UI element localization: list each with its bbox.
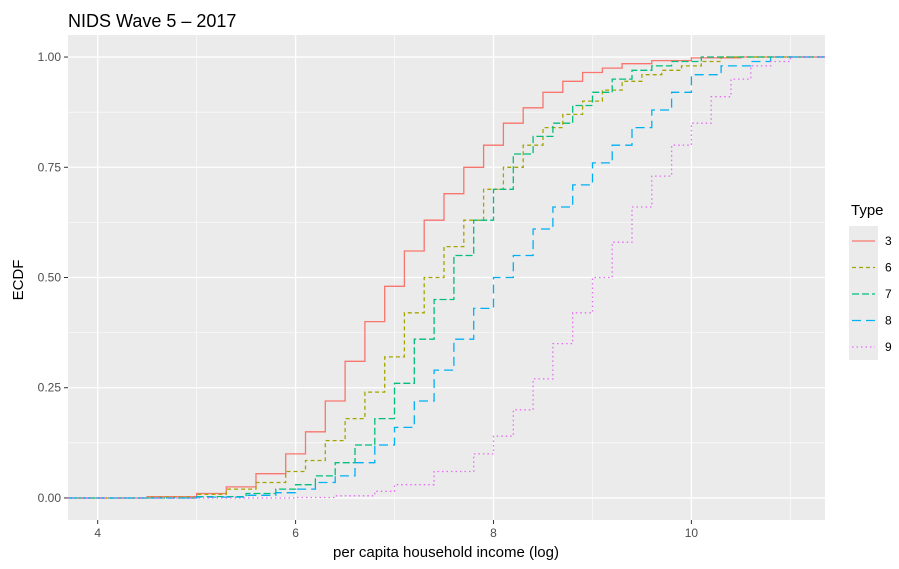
x-tick-label: 6 [292,526,299,540]
series-line-3 [68,56,825,499]
y-tick-label: 0.50 [38,271,62,285]
legend-title: Type [851,202,884,219]
x-axis-title: per capita household income (log) [333,544,559,561]
x-tick-label: 8 [490,526,497,540]
legend: Type 3 6 7 8 9 [849,202,892,360]
x-tick-label: 4 [94,526,101,540]
y-axis-title: ECDF [10,260,27,301]
legend-label-9: 9 [885,340,892,354]
x-tick-label: 10 [685,526,699,540]
series-line-7 [68,56,825,499]
y-tick-label: 1.00 [38,50,62,64]
legend-label-6: 6 [885,261,892,275]
series-layer [68,56,825,499]
x-axis: 4 6 8 10 [94,520,698,540]
y-tick-label: 0.25 [38,381,62,395]
legend-label-3: 3 [885,234,892,248]
legend-label-8: 8 [885,314,892,328]
y-axis: 0.00 0.25 0.50 0.75 1.00 [38,50,68,505]
legend-label-7: 7 [885,287,892,301]
y-tick-label: 0.75 [38,160,62,174]
legend-key-background [849,226,878,360]
series-line-9 [68,56,825,499]
chart-title: NIDS Wave 5 – 2017 [68,11,236,31]
series-line-6 [68,56,825,499]
series-line-8 [68,56,825,499]
y-tick-label: 0.00 [38,491,62,505]
